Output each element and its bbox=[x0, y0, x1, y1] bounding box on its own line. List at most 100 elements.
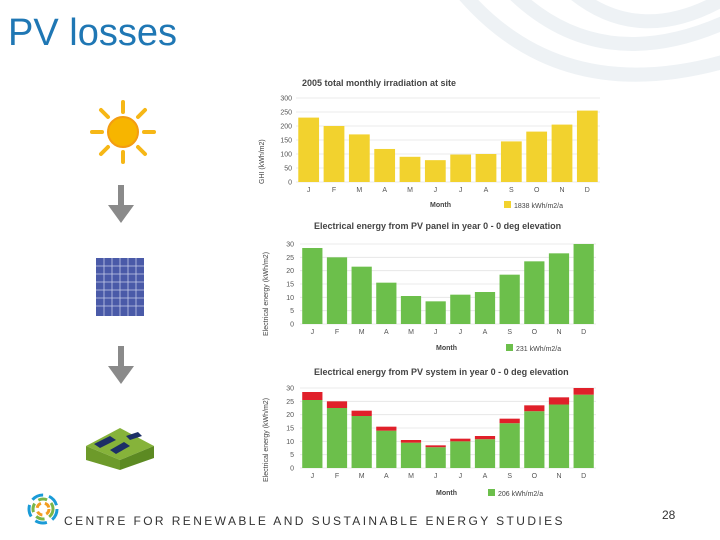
y-tick-label: 0 bbox=[290, 466, 294, 473]
x-tick-label: D bbox=[585, 187, 590, 194]
x-tick-label: J bbox=[459, 473, 463, 480]
y-tick-label: 100 bbox=[280, 152, 292, 159]
bar bbox=[500, 141, 522, 182]
bar-loss bbox=[474, 436, 496, 440]
x-tick-label: A bbox=[483, 329, 488, 336]
bar-output bbox=[425, 447, 446, 468]
chart-pv-system: Electrical energy from PV system in year… bbox=[252, 362, 604, 504]
chart-pv-panel-svg: Electrical energy from PV panel in year … bbox=[263, 221, 596, 353]
x-tick-label: F bbox=[335, 473, 339, 480]
y-axis-label: Electrical energy (kWh/m2) bbox=[263, 252, 270, 336]
bar-output bbox=[302, 400, 323, 468]
x-tick-label: N bbox=[559, 187, 564, 194]
bar bbox=[526, 131, 548, 182]
y-tick-label: 5 bbox=[290, 308, 294, 315]
x-tick-label: J bbox=[311, 329, 315, 336]
x-tick-label: J bbox=[434, 473, 438, 480]
y-tick-label: 20 bbox=[286, 268, 294, 275]
bar-output bbox=[376, 430, 397, 468]
x-tick-label: F bbox=[335, 329, 339, 336]
bar bbox=[376, 282, 397, 324]
y-tick-label: 30 bbox=[286, 242, 294, 249]
chart-irradiation: 2005 total monthly irradiation at site G… bbox=[252, 74, 604, 216]
legend-label: 206 kWh/m2/a bbox=[498, 491, 543, 498]
chart-title: Electrical energy from PV system in year… bbox=[314, 367, 569, 377]
bar-loss bbox=[425, 445, 446, 448]
chart-pv-panel: Electrical energy from PV panel in year … bbox=[252, 216, 604, 358]
arrow-down-icon bbox=[108, 185, 134, 223]
chart-title: Electrical energy from PV panel in year … bbox=[314, 221, 561, 231]
bar bbox=[399, 156, 421, 182]
y-tick-label: 300 bbox=[280, 96, 292, 103]
bar bbox=[323, 126, 345, 182]
x-tick-label: M bbox=[408, 473, 414, 480]
footer-text: CENTRE FOR RENEWABLE AND SUSTAINABLE ENE… bbox=[64, 514, 565, 528]
x-tick-label: J bbox=[434, 187, 438, 194]
x-tick-label: A bbox=[384, 473, 389, 480]
y-tick-label: 200 bbox=[280, 124, 292, 131]
bar-output bbox=[499, 423, 520, 468]
y-tick-label: 50 bbox=[284, 166, 292, 173]
bar bbox=[425, 301, 446, 324]
chart-irradiation-svg: 2005 total monthly irradiation at site G… bbox=[259, 78, 600, 210]
x-tick-label: A bbox=[382, 187, 387, 194]
bar bbox=[573, 244, 594, 324]
chart-title: 2005 total monthly irradiation at site bbox=[302, 78, 456, 88]
bar-output bbox=[548, 404, 570, 468]
bar-output bbox=[524, 411, 545, 468]
bar-loss bbox=[400, 440, 422, 443]
x-tick-label: M bbox=[356, 187, 362, 194]
bar-loss bbox=[302, 392, 323, 400]
x-tick-label: O bbox=[532, 329, 538, 336]
x-axis-label: Month bbox=[436, 490, 457, 497]
bar-loss bbox=[326, 401, 348, 408]
x-tick-label: S bbox=[507, 473, 512, 480]
legend-swatch bbox=[506, 344, 513, 351]
house-with-panels-icon bbox=[86, 428, 154, 470]
bar-loss bbox=[351, 410, 372, 416]
bar-output bbox=[450, 441, 471, 468]
bar bbox=[298, 117, 320, 182]
x-tick-label: S bbox=[507, 329, 512, 336]
bar-output bbox=[351, 416, 372, 468]
x-tick-label: J bbox=[434, 329, 438, 336]
solar-panel-icon bbox=[96, 258, 144, 316]
y-tick-label: 30 bbox=[286, 386, 294, 393]
y-tick-label: 150 bbox=[280, 138, 292, 145]
arrow-down-icon bbox=[108, 346, 134, 384]
y-tick-label: 10 bbox=[286, 439, 294, 446]
bar-output bbox=[326, 408, 348, 468]
bar-loss bbox=[548, 397, 570, 405]
x-tick-label: A bbox=[484, 187, 489, 194]
bar bbox=[326, 257, 348, 324]
slide-title: PV losses bbox=[8, 12, 177, 54]
x-tick-label: F bbox=[332, 187, 336, 194]
bar bbox=[348, 134, 370, 182]
decorative-swirl bbox=[459, 0, 720, 82]
bar-loss bbox=[524, 405, 545, 412]
x-tick-label: J bbox=[459, 329, 463, 336]
bar bbox=[424, 160, 446, 182]
bar bbox=[400, 296, 422, 324]
bar bbox=[499, 274, 520, 324]
legend-swatch bbox=[488, 489, 495, 496]
bar bbox=[302, 248, 323, 324]
y-tick-label: 20 bbox=[286, 412, 294, 419]
bar bbox=[351, 266, 372, 324]
bar bbox=[548, 253, 570, 324]
x-tick-label: D bbox=[581, 329, 586, 336]
bar bbox=[450, 154, 472, 182]
x-tick-label: J bbox=[307, 187, 311, 194]
x-tick-label: N bbox=[556, 329, 561, 336]
x-axis-label: Month bbox=[430, 202, 451, 209]
bar-loss bbox=[450, 438, 471, 442]
x-tick-label: M bbox=[408, 329, 414, 336]
y-tick-label: 15 bbox=[286, 426, 294, 433]
y-tick-label: 15 bbox=[286, 282, 294, 289]
x-tick-label: M bbox=[359, 473, 365, 480]
bar-loss bbox=[499, 418, 520, 424]
y-tick-label: 0 bbox=[288, 180, 292, 187]
bar bbox=[474, 292, 496, 324]
y-tick-label: 25 bbox=[286, 255, 294, 262]
bar bbox=[475, 154, 497, 182]
